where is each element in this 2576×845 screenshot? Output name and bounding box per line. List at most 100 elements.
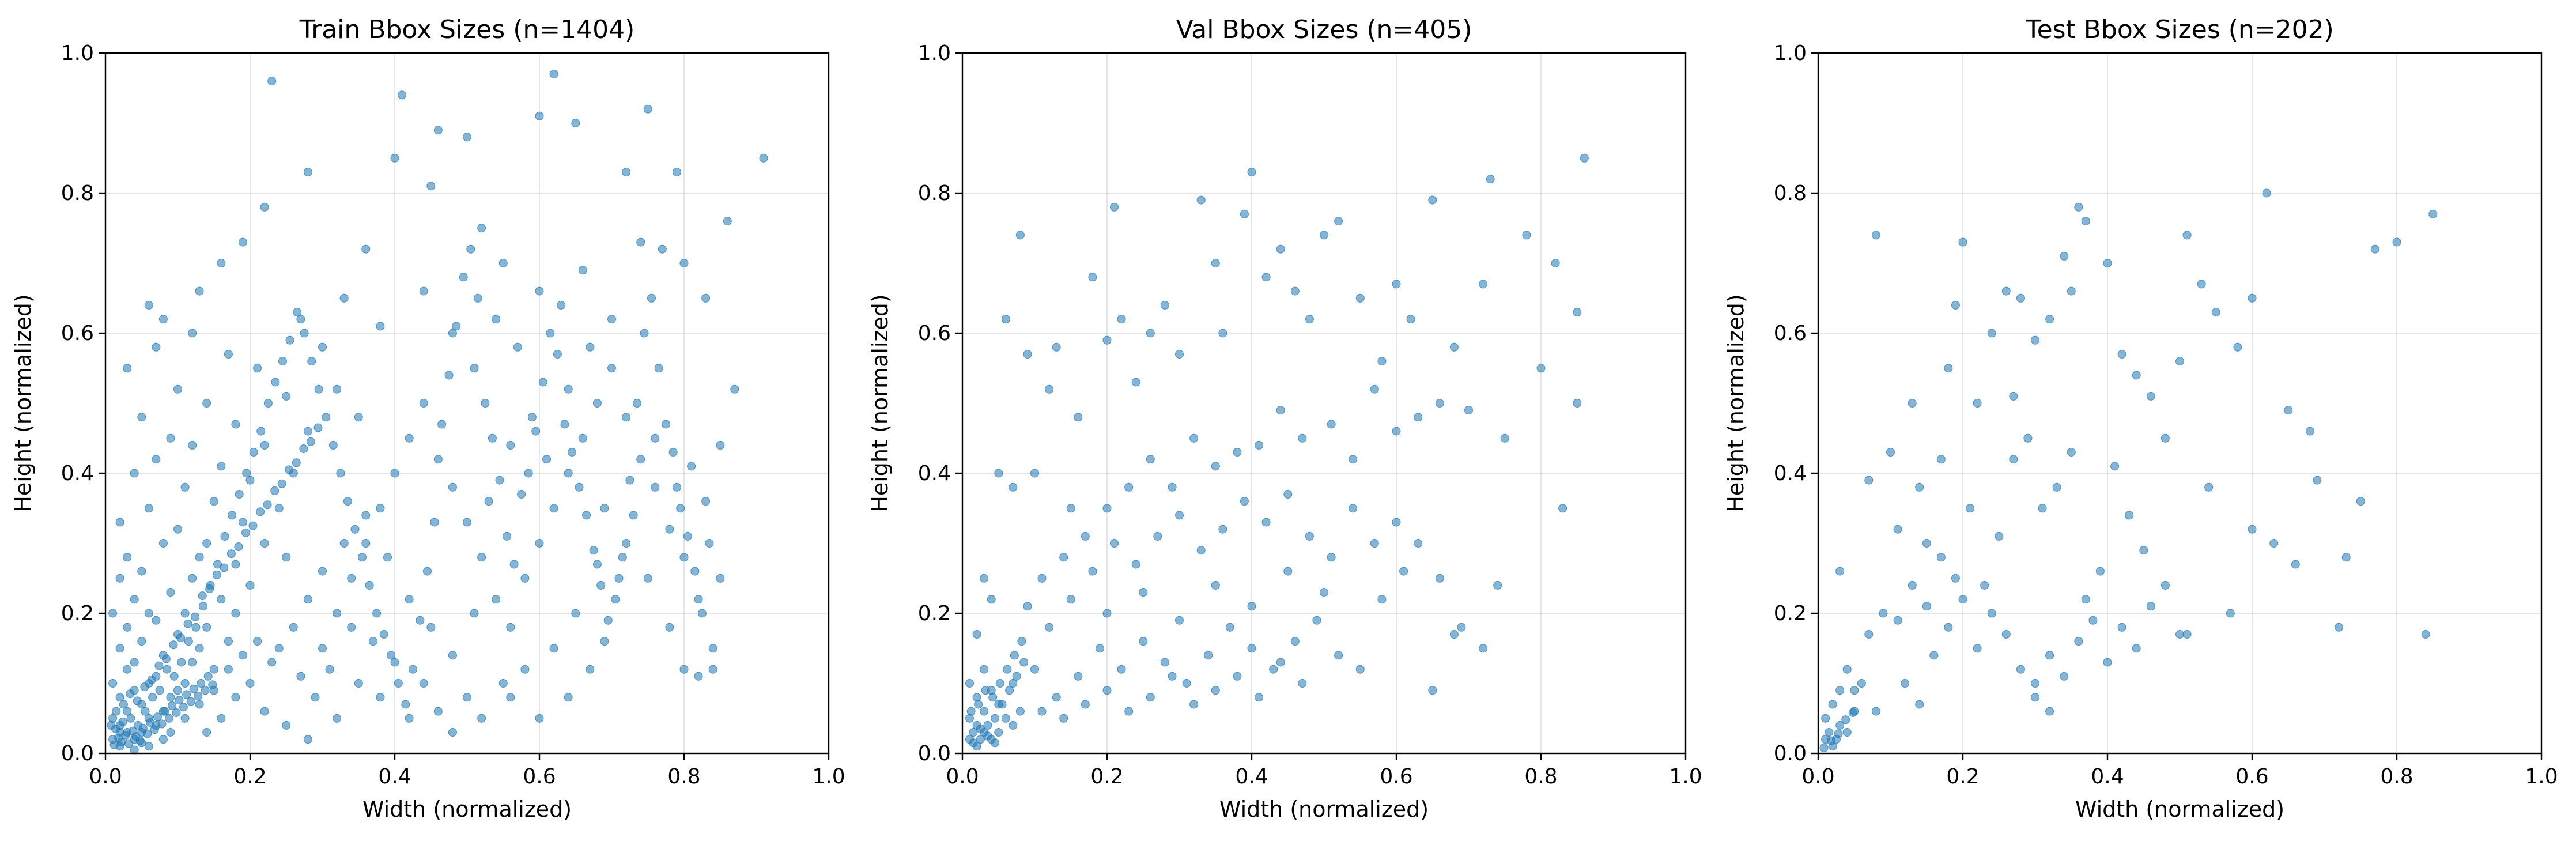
y-tick-label: 0.0 — [918, 742, 951, 765]
data-point — [328, 440, 338, 450]
data-point — [448, 651, 457, 660]
data-point — [2392, 237, 2401, 247]
data-point — [372, 609, 382, 618]
data-point — [303, 168, 312, 177]
data-point — [1015, 231, 1025, 240]
data-point — [592, 399, 602, 408]
data-point — [592, 560, 602, 569]
val-plot-frame — [961, 52, 1687, 755]
data-point — [168, 701, 176, 710]
data-point — [135, 736, 145, 745]
data-point — [509, 560, 519, 569]
data-point — [307, 357, 316, 366]
y-tick-label: 1.0 — [918, 42, 951, 65]
data-point — [1327, 553, 1336, 562]
data-point — [339, 539, 349, 548]
data-point — [1283, 567, 1293, 576]
data-point — [1233, 672, 1242, 681]
data-point — [448, 329, 457, 338]
data-point — [130, 469, 139, 478]
data-point — [582, 511, 591, 520]
data-point — [1819, 743, 1829, 752]
data-point — [245, 580, 255, 590]
x-tick-label: 1.0 — [812, 765, 845, 789]
data-point — [248, 521, 258, 530]
data-point — [697, 609, 707, 618]
data-point — [1225, 623, 1234, 632]
y-tick-label: 0.2 — [918, 602, 951, 625]
data-point — [1334, 651, 1343, 660]
train-x-axis-label: Width (normalized) — [362, 797, 572, 822]
data-point — [1146, 329, 1155, 338]
data-point — [155, 686, 164, 695]
data-point — [969, 738, 978, 748]
data-point — [2074, 202, 2083, 212]
data-point — [2182, 630, 2192, 639]
data-point — [535, 111, 544, 120]
data-point — [2045, 707, 2054, 716]
data-point — [197, 679, 206, 688]
data-point — [2233, 342, 2242, 352]
data-point — [2117, 623, 2126, 632]
data-point — [2175, 630, 2184, 639]
data-point — [1290, 637, 1300, 646]
data-point — [701, 293, 711, 303]
data-point — [987, 595, 996, 604]
data-point — [1573, 399, 1582, 408]
data-point — [123, 707, 132, 716]
data-point — [180, 679, 190, 688]
data-point — [231, 609, 240, 618]
data-point — [368, 637, 377, 646]
data-point — [2356, 497, 2365, 506]
data-point — [477, 714, 486, 723]
data-point — [1045, 623, 1054, 632]
data-point — [1059, 553, 1068, 562]
data-point — [1211, 686, 1220, 695]
train-y-axis-label: Height (normalized) — [10, 294, 36, 512]
data-point — [1929, 651, 1939, 660]
y-tick-label: 0.4 — [918, 462, 951, 485]
data-point — [1915, 482, 1924, 492]
data-point — [147, 675, 156, 684]
data-point — [679, 259, 689, 267]
data-point — [1052, 342, 1061, 352]
data-point — [730, 384, 739, 394]
data-point — [173, 686, 182, 695]
x-tick-label: 0.4 — [378, 765, 411, 789]
data-point — [158, 315, 168, 324]
data-point — [285, 335, 294, 345]
data-point — [358, 553, 367, 562]
data-point — [477, 224, 486, 233]
data-point — [1392, 518, 1401, 527]
data-point — [137, 637, 146, 646]
data-point — [1922, 539, 1931, 548]
data-point — [1334, 217, 1343, 226]
test-x-axis-label: Width (normalized) — [2075, 797, 2284, 822]
data-point — [1828, 700, 1837, 709]
data-point — [1117, 315, 1126, 324]
data-point — [2081, 595, 2090, 604]
data-point — [137, 413, 146, 422]
data-point — [662, 420, 671, 429]
data-point — [1355, 665, 1365, 674]
data-point — [1298, 679, 1307, 688]
data-point — [965, 714, 974, 723]
data-point — [607, 315, 616, 324]
train-plot-frame — [104, 52, 830, 755]
data-point — [2335, 623, 2344, 632]
data-point — [994, 469, 1003, 478]
data-point — [1196, 195, 1206, 205]
data-point — [1987, 609, 1996, 618]
data-point — [194, 691, 203, 700]
data-point — [1825, 728, 1834, 737]
data-point — [1486, 175, 1495, 184]
data-point — [549, 70, 558, 78]
data-point — [492, 595, 501, 604]
data-point — [419, 286, 428, 296]
data-point — [205, 584, 214, 593]
data-point — [571, 609, 580, 618]
data-point — [2081, 217, 2090, 226]
train-scatter-panel: 0.0 0.2 0.4 0.6 0.8 1.0 0.0 0.2 0.4 0.6 0.8 1.0 Trai… — [10, 15, 845, 822]
data-point — [2031, 335, 2039, 345]
y-tick-label: 0.2 — [1774, 602, 1807, 625]
